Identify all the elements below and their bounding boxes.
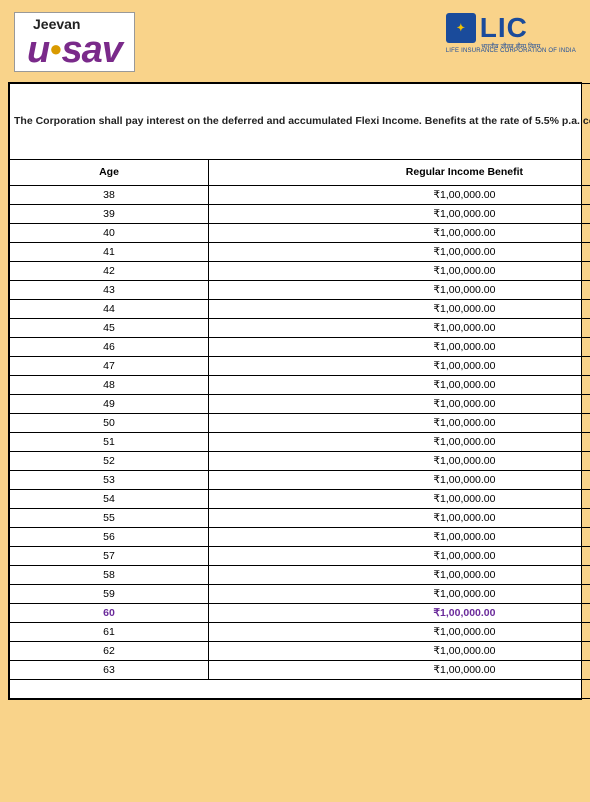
cell-age: 63 xyxy=(10,661,209,680)
lic-emblem-icon: ✦ xyxy=(446,13,476,43)
cell-reg: ₹1,00,000.00 xyxy=(209,224,590,243)
cell-age: 55 xyxy=(10,509,209,528)
table-row: 52₹1,00,000.00₹14,00,000.00₹1,11,609.15₹… xyxy=(10,452,590,471)
table-row: 60₹1,00,000.00₹22,00,000.00₹2,24,753.70₹… xyxy=(10,604,590,623)
jeevan-utsav-logo: Jeevan u●sav xyxy=(14,12,135,72)
cell-age: 44 xyxy=(10,300,209,319)
cell-age: 48 xyxy=(10,376,209,395)
table-row: 57₹1,00,000.00₹19,00,000.00₹1,76,564.69₹… xyxy=(10,547,590,566)
table-row: 39₹1,00,000.00₹1,00,000.00₹5,500.00₹105,… xyxy=(10,205,590,224)
table-row: 41₹1,00,000.00₹3,00,000.00₹17,424.14₹334… xyxy=(10,243,590,262)
cell-reg: ₹1,00,000.00 xyxy=(209,528,590,547)
cell-reg: ₹1,00,000.00 xyxy=(209,490,590,509)
cell-age: 45 xyxy=(10,319,209,338)
benefit-sheet: The Corporation shall pay interest on th… xyxy=(8,82,582,700)
cell-age: 39 xyxy=(10,205,209,224)
cell-reg: ₹1,00,000.00 xyxy=(209,661,590,680)
cell-age: 49 xyxy=(10,395,209,414)
cell-reg: ₹1,00,000.00 xyxy=(209,395,590,414)
cell-reg: ₹1,00,000.00 xyxy=(209,338,590,357)
cell-reg: ₹1,00,000.00 xyxy=(209,205,590,224)
table-row: 50₹1,00,000.00₹12,00,000.00₹90,120.75₹17… xyxy=(10,414,590,433)
interest-description: The Corporation shall pay interest on th… xyxy=(10,84,590,160)
table-row: 55₹1,00,000.00₹17,00,000.00₹1,48,480.21₹… xyxy=(10,509,590,528)
cell-age: 46 xyxy=(10,338,209,357)
table-row: 43₹1,00,000.00₹5,00,000.00₹30,696.00₹588… xyxy=(10,281,590,300)
cell-age: 62 xyxy=(10,642,209,661)
cell-reg: ₹1,00,000.00 xyxy=(209,585,590,604)
cell-reg: ₹1,00,000.00 xyxy=(209,566,590,585)
cell-reg: ₹1,00,000.00 xyxy=(209,433,590,452)
cell-reg: ₹1,00,000.00 xyxy=(209,471,590,490)
table-row: 49₹1,00,000.00₹11,00,000.00₹80,209.24₹15… xyxy=(10,395,590,414)
cell-age: 42 xyxy=(10,262,209,281)
header-band: Jeevan u●sav ✦ LIC भारतीय जीवन बीमा निगम… xyxy=(8,8,582,82)
cell-reg: ₹1,00,000.00 xyxy=(209,604,590,623)
cell-reg: ₹1,00,000.00 xyxy=(209,547,590,566)
table-row: 38₹1,00,000.00–– xyxy=(10,186,590,205)
table-row: 45₹1,00,000.00₹7,00,000.00₹45,467.92₹8,7… xyxy=(10,319,590,338)
cell-age: 54 xyxy=(10,490,209,509)
cell-age: 47 xyxy=(10,357,209,376)
lic-text: LIC xyxy=(480,12,528,44)
col-header-regular: Regular Income Benefit xyxy=(209,160,590,186)
cell-reg: ₹1,00,000.00 xyxy=(209,509,590,528)
table-row: 40₹1,00,000.00₹2,00,000.00₹11,302.50₹216… xyxy=(10,224,590,243)
cell-reg: ₹1,00,000.00 xyxy=(209,623,590,642)
cell-age: 52 xyxy=(10,452,209,471)
table-row: 48₹1,00,000.00₹10,00,000.00₹70,814.45₹13… xyxy=(10,376,590,395)
cell-reg: ₹1,00,000.00 xyxy=(209,300,590,319)
table-row: 62₹1,00,000.00₹24,00,000.00₹1,27,318.99₹… xyxy=(10,642,590,661)
table-row: 51₹1,00,000.00₹13,00,000.00₹1,00,577.39₹… xyxy=(10,433,590,452)
table-row: 47₹1,00,000.00₹9,00,000.00₹61,909.43₹11,… xyxy=(10,357,590,376)
cell-age: 50 xyxy=(10,414,209,433)
cell-age: 56 xyxy=(10,528,209,547)
cell-age: 57 xyxy=(10,547,209,566)
cell-reg: ₹1,00,000.00 xyxy=(209,642,590,661)
cell-age: 41 xyxy=(10,243,209,262)
table-row: 42₹1,00,000.00₹4,00,000.00₹23,882.47₹458… xyxy=(10,262,590,281)
footer-text: The fund accumulates till the Age of 100… xyxy=(10,680,590,699)
cell-age: 61 xyxy=(10,623,209,642)
cell-age: 43 xyxy=(10,281,209,300)
lic-tagline-en: LIFE INSURANCE CORPORATION OF INDIA xyxy=(446,48,576,54)
cell-reg: ₹1,00,000.00 xyxy=(209,414,590,433)
cell-age: 40 xyxy=(10,224,209,243)
cell-age: 38 xyxy=(10,186,209,205)
info-grid: The Corporation shall pay interest on th… xyxy=(9,83,590,699)
footer-row: The fund accumulates till the Age of 100… xyxy=(10,680,590,699)
col-header-age: Age xyxy=(10,160,209,186)
cell-reg: ₹1,00,000.00 xyxy=(209,452,590,471)
table-row: 44₹1,00,000.00₹6,00,000.00₹37,884.28₹7,2… xyxy=(10,300,590,319)
cell-reg: ₹1,00,000.00 xyxy=(209,281,590,300)
cell-age: 60 xyxy=(10,604,209,623)
cell-age: 59 xyxy=(10,585,209,604)
cell-reg: ₹1,00,000.00 xyxy=(209,243,590,262)
logo-utsav-text: u●sav xyxy=(27,31,122,69)
table-row: 63₹1,00,000.00₹25,00,000.00₹2,04,599.78₹… xyxy=(10,661,590,680)
table-row: 58₹1,00,000.00₹20,00,000.00₹1,91,775.75₹… xyxy=(10,566,590,585)
table-row: 61₹1,00,000.00₹23,00,000.00₹59,278.00₹12… xyxy=(10,623,590,642)
cell-age: 53 xyxy=(10,471,209,490)
table-row: 46₹1,00,000.00₹8,00,000.00₹53,468.65₹10,… xyxy=(10,338,590,357)
cell-reg: ₹1,00,000.00 xyxy=(209,186,590,205)
cell-reg: ₹1,00,000.00 xyxy=(209,357,590,376)
cell-age: 51 xyxy=(10,433,209,452)
table-row: 54₹1,00,000.00₹16,00,000.00₹1,35,526.27₹… xyxy=(10,490,590,509)
lic-logo: ✦ LIC भारतीय जीवन बीमा निगम LIFE INSURAN… xyxy=(446,12,576,54)
cell-reg: ₹1,00,000.00 xyxy=(209,262,590,281)
cell-reg: ₹1,00,000.00 xyxy=(209,376,590,395)
table-row: 59₹1,00,000.00₹21,00,000.00₹2,07,823.42₹… xyxy=(10,585,590,604)
cell-reg: ₹1,00,000.00 xyxy=(209,319,590,338)
table-row: 53₹1,00,000.00₹15,00,000.00₹1,23,247.65₹… xyxy=(10,471,590,490)
table-row: 56₹1,00,000.00₹18,00,000.00₹1,62,146.63₹… xyxy=(10,528,590,547)
cell-age: 58 xyxy=(10,566,209,585)
sun-icon: ● xyxy=(49,36,61,61)
